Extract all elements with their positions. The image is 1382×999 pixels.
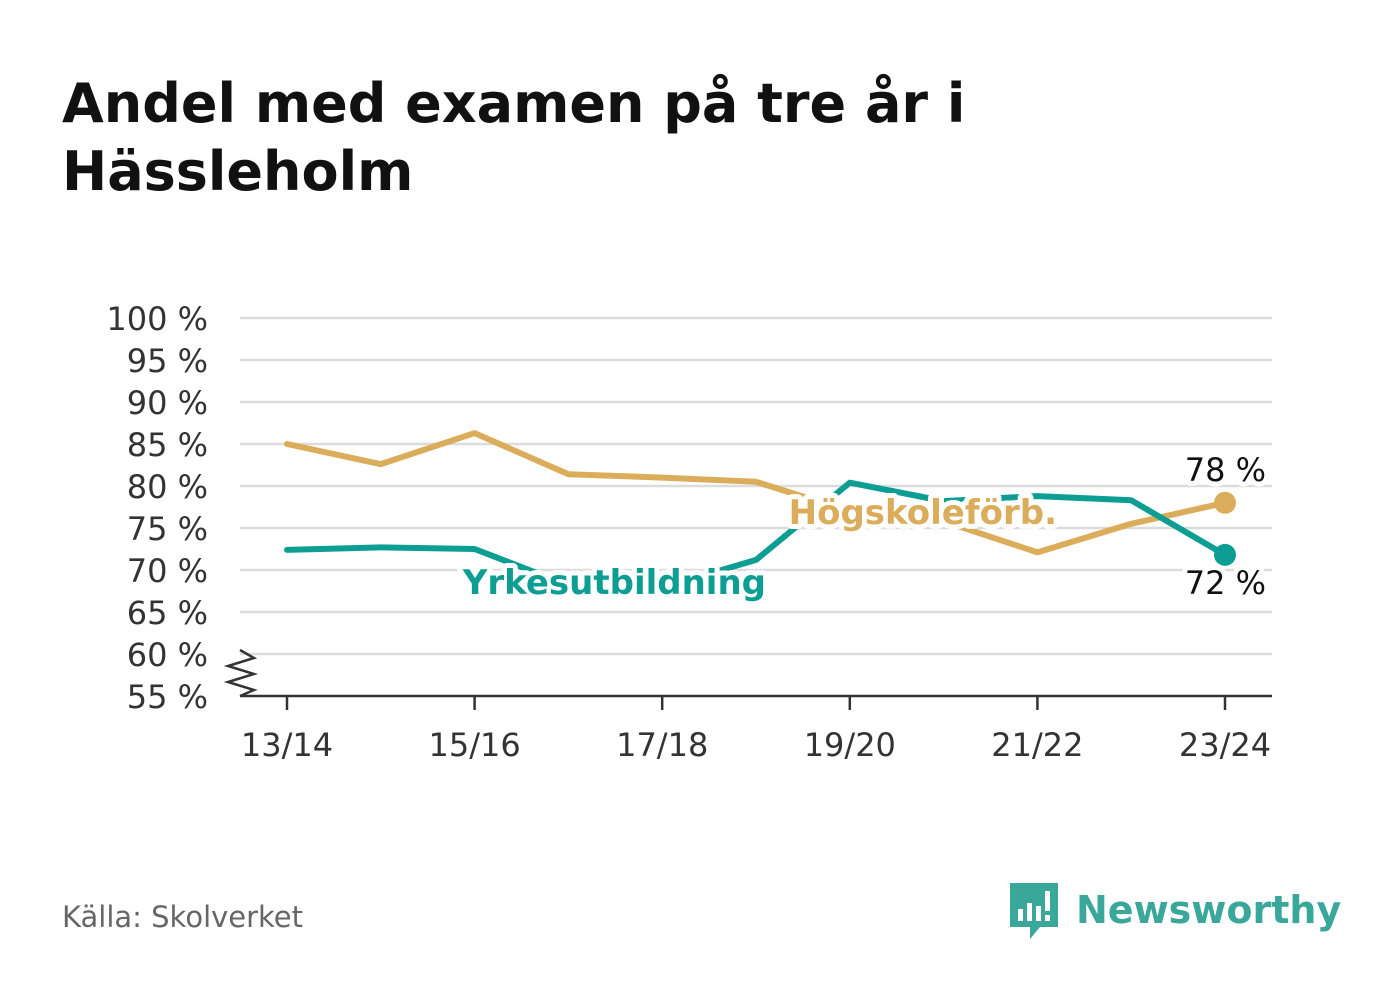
end-value-label-hogskoleforb-halo: 78 %	[1185, 451, 1266, 489]
y-tick-label: 65 %	[127, 594, 208, 632]
brand-name: Newsworthy	[1076, 888, 1342, 932]
series-labels: Högskoleförb.Högskoleförb.Yrkesutbildnin…	[457, 446, 1271, 608]
y-tick-label: 90 %	[127, 384, 208, 422]
end-value-label-hogskoleforb: 78 %	[1185, 451, 1266, 489]
series-end-point	[1214, 491, 1236, 514]
series-label-yrkesutbildning-halo: Yrkesutbildning	[462, 563, 766, 603]
chart-title: Andel med examen på tre år i Hässleholm	[62, 72, 966, 203]
x-tick-label: 15/16	[428, 726, 520, 764]
y-tick-label: 100 %	[106, 300, 208, 338]
series-line-yrkesutbildning	[284, 479, 1228, 591]
y-tick-label: 55 %	[127, 678, 208, 716]
series-end-point	[1214, 543, 1236, 566]
newsworthy-logo-icon	[1010, 883, 1058, 939]
x-tick-label: 13/14	[241, 726, 333, 764]
x-tick-label: 19/20	[804, 726, 896, 764]
end-value-label-yrkesutbildning-halo: 72 %	[1185, 564, 1266, 602]
x-axis	[223, 648, 1272, 710]
series-lines	[284, 430, 1236, 591]
series-label-hogskoleforb-halo: Högskoleförb.	[789, 493, 1057, 533]
x-tick-label: 21/22	[991, 726, 1083, 764]
x-tick-label: 23/24	[1179, 726, 1271, 764]
y-tick-label: 85 %	[127, 426, 208, 464]
series-label-hogskoleforb: Högskoleförb.	[789, 493, 1057, 533]
end-value-label-yrkesutbildning: 72 %	[1185, 564, 1266, 602]
x-tick-label: 17/18	[616, 726, 708, 764]
y-tick-label: 70 %	[127, 552, 208, 590]
y-tick-label: 95 %	[127, 342, 208, 380]
series-line-hogskoleforb	[284, 430, 1228, 556]
source-note: Källa: Skolverket	[62, 900, 304, 934]
x-axis-tick-labels: 13/14 15/16 17/18 19/20 21/22 23/24	[241, 726, 1271, 764]
series-label-yrkesutbildning: Yrkesutbildning	[462, 563, 766, 603]
gridlines	[240, 316, 1272, 656]
y-tick-label: 60 %	[127, 636, 208, 674]
y-tick-label: 75 %	[127, 510, 208, 548]
brand-logo: Newsworthy	[1010, 878, 1341, 942]
y-tick-label: 80 %	[127, 468, 208, 506]
axis-break-icon	[223, 648, 259, 698]
y-axis-tick-labels: 100 % 95 % 90 % 85 % 80 % 75 % 70 % 65 % 60 % 55 …	[106, 300, 208, 716]
